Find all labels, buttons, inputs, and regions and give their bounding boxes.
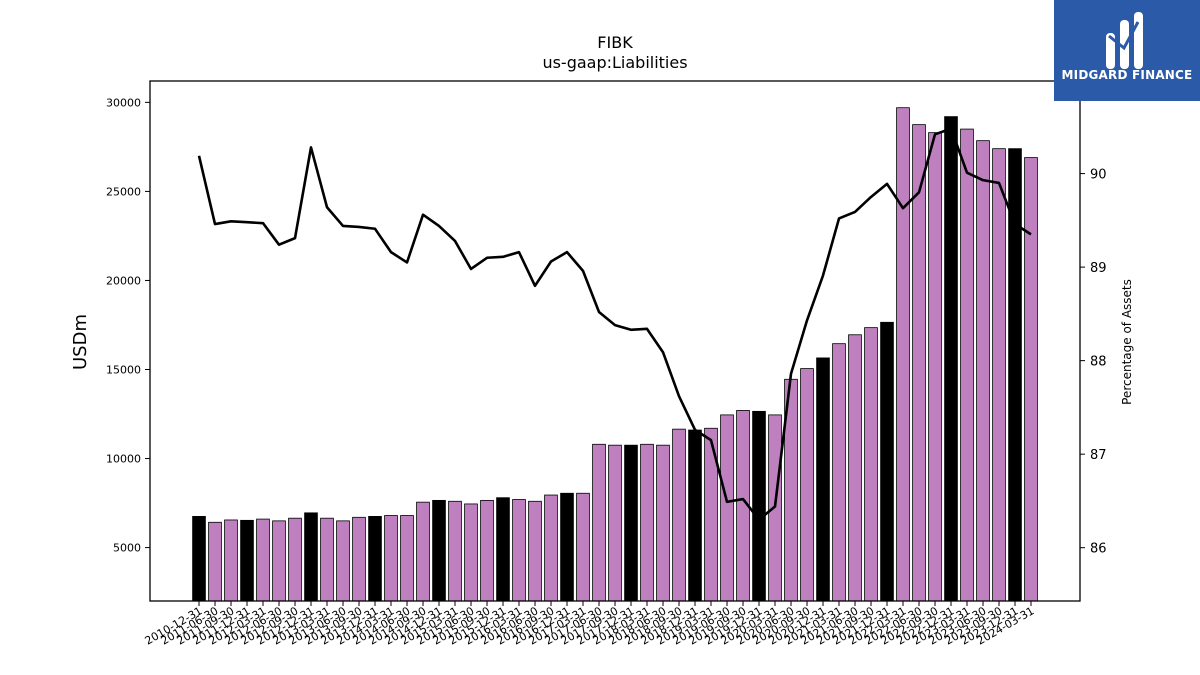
bar [432,499,446,602]
bar [640,443,654,602]
bar [864,327,878,602]
bar [592,443,606,602]
y-tick-label: 25000 [106,185,141,198]
bar [992,148,1006,602]
bar [608,444,622,602]
bar [752,410,766,602]
bar [496,497,510,602]
bar [1024,157,1038,602]
bar [960,128,974,602]
bar [208,521,222,602]
bar [976,140,990,602]
chart-subtitle: us-gaap:Liabilities [542,53,687,72]
bar [944,116,958,602]
bar [448,500,462,602]
bar [928,132,942,602]
bar [384,515,398,602]
bar [1008,148,1022,602]
bar [320,517,334,602]
bar [720,414,734,602]
y2-tick-label: 87 [1090,448,1107,463]
bar [544,494,558,602]
bar [512,499,526,602]
bar [368,516,382,602]
axes: 5000100001500020000250003000086878889902… [106,80,1107,648]
bar [528,500,542,602]
midgard-finance-logo: MIDGARD FINANCE [1054,0,1200,101]
bar [416,501,430,602]
y-tick-label: 10000 [106,453,141,466]
bar [192,516,206,602]
y-tick-label: 30000 [106,96,141,109]
y-tick-label: 15000 [106,363,141,376]
bar [848,334,862,602]
y-axis-label: USDm [70,314,91,370]
bar [896,107,910,602]
bar [832,343,846,602]
series-line [197,127,1032,521]
y-tick-label: 5000 [113,542,141,555]
y2-axis-label: Percentage of Assets [1120,279,1134,405]
y-tick-label: 20000 [106,274,141,287]
bar [576,492,590,602]
bar [880,321,894,602]
bar [672,428,686,602]
chart-title: FIBK [597,33,633,52]
bar [224,519,238,602]
bar [336,520,350,602]
bar [624,444,638,602]
y2-tick-label: 89 [1090,261,1107,276]
bar [352,516,366,602]
y2-tick-label: 86 [1090,542,1107,557]
y2-tick-label: 90 [1090,168,1107,183]
bar [464,503,478,602]
bar [816,357,830,602]
logo-text: MIDGARD FINANCE [1061,68,1193,82]
percentage-line-series [197,127,1032,521]
bar [560,492,574,602]
bar [256,518,270,602]
y2-tick-label: 88 [1090,355,1107,370]
bar [304,512,318,602]
bar [272,520,286,602]
bar [240,519,254,602]
bar [400,515,414,602]
bar [480,499,494,602]
midgard-m-mark-icon [1106,12,1143,69]
bar [688,429,702,602]
bar [288,517,302,602]
bar [800,368,814,602]
bar [656,444,670,602]
